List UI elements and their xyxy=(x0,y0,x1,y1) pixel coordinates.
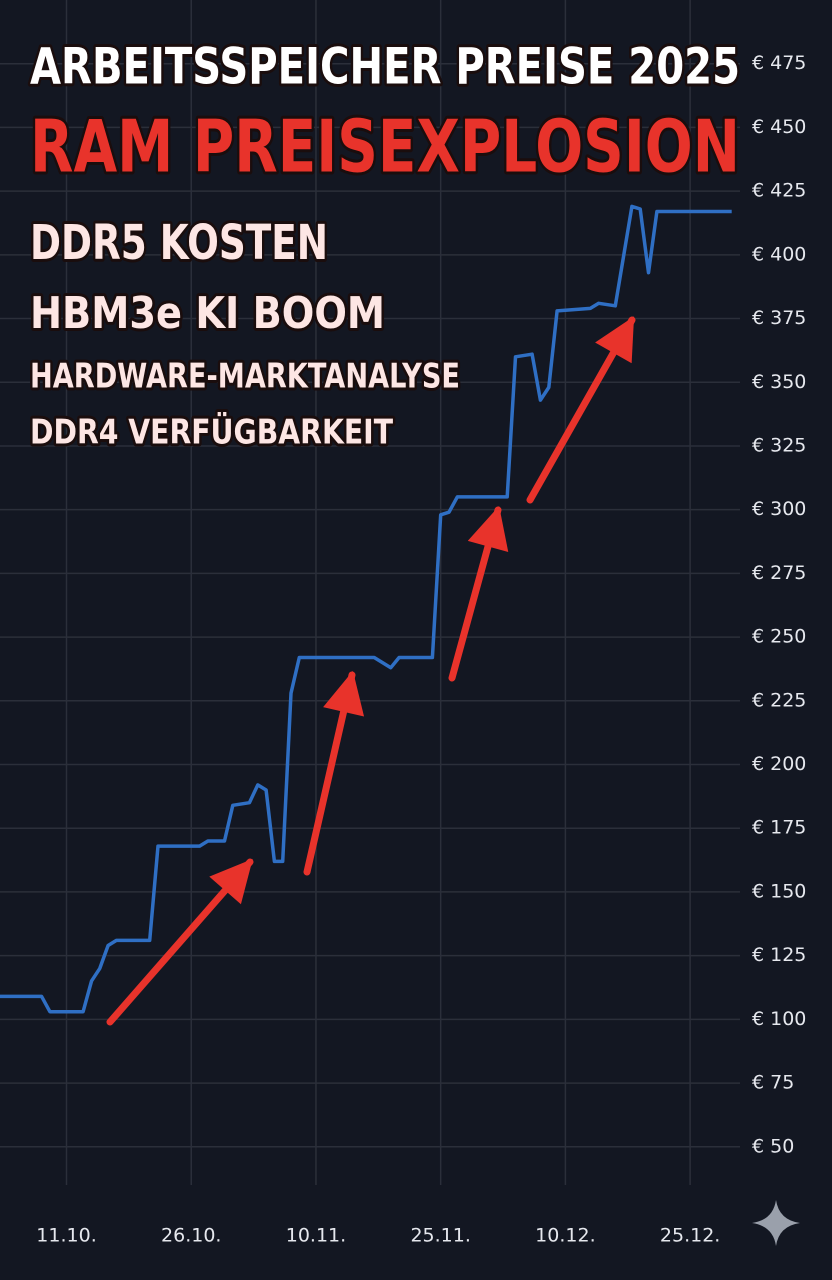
y-tick-label: € 300 xyxy=(752,498,806,520)
y-tick-label: € 275 xyxy=(752,562,806,584)
annotation: HARDWARE-MARKTANALYSE xyxy=(30,357,460,397)
y-tick-label: € 150 xyxy=(752,880,806,902)
y-tick-label: € 375 xyxy=(752,307,806,329)
y-tick-label: € 250 xyxy=(752,626,806,648)
y-tick-label: € 425 xyxy=(752,180,806,202)
annotation: HBM3e KI BOOM xyxy=(30,288,385,339)
annotation: DDR4 VERFÜGBARKEIT xyxy=(30,412,394,453)
y-tick-label: € 450 xyxy=(752,116,806,138)
x-tick-label: 26.10. xyxy=(161,1225,221,1247)
sparkle-icon xyxy=(752,1200,800,1246)
arrows xyxy=(106,316,636,1026)
arrow xyxy=(303,670,365,876)
price-line xyxy=(0,204,732,1014)
y-tick-label: € 75 xyxy=(752,1072,794,1094)
x-tick-label: 10.12. xyxy=(535,1225,595,1247)
arrow xyxy=(106,858,254,1026)
y-tick-label: € 325 xyxy=(752,434,806,456)
y-tick-label: € 125 xyxy=(752,944,806,966)
x-tick-label: 25.11. xyxy=(410,1225,470,1247)
y-tick-label: € 400 xyxy=(752,243,806,265)
y-tick-label: € 50 xyxy=(752,1135,794,1157)
subtitle: RAM PREISEXPLOSION xyxy=(30,105,740,189)
plot xyxy=(0,204,732,1014)
y-tick-label: € 350 xyxy=(752,371,806,393)
annotation: DDR5 KOSTEN xyxy=(30,215,328,271)
x-tick-label: 25.12. xyxy=(660,1225,720,1247)
y-tick-label: € 175 xyxy=(752,817,806,839)
x-tick-label: 11.10. xyxy=(36,1225,96,1247)
x-tick-label: 10.11. xyxy=(286,1225,346,1247)
y-tick-label: € 100 xyxy=(752,1008,806,1030)
y-tick-label: € 225 xyxy=(752,689,806,711)
arrow xyxy=(448,505,509,682)
y-tick-label: € 200 xyxy=(752,753,806,775)
y-tick-label: € 475 xyxy=(752,52,806,74)
title: ARBEITSSPEICHER PREISE 2025 xyxy=(30,38,740,96)
arrow xyxy=(526,316,636,504)
